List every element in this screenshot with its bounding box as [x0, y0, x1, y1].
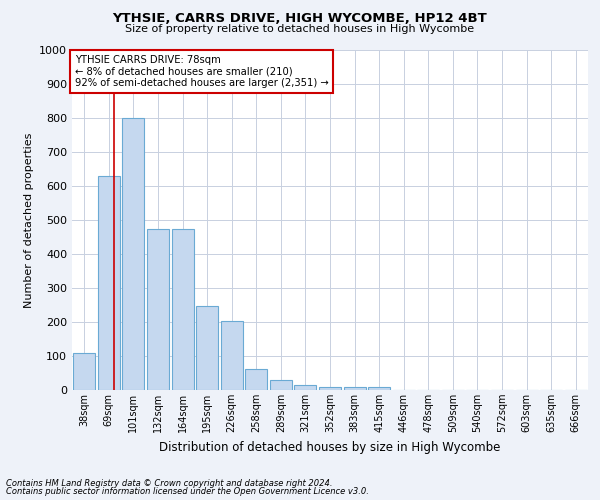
Bar: [172, 228, 194, 390]
Bar: [147, 228, 169, 390]
Text: Size of property relative to detached houses in High Wycombe: Size of property relative to detached ho…: [125, 24, 475, 34]
Bar: [368, 386, 390, 390]
Y-axis label: Number of detached properties: Number of detached properties: [23, 132, 34, 308]
Bar: [295, 385, 316, 390]
Bar: [122, 118, 145, 390]
Bar: [196, 306, 218, 390]
Text: Contains public sector information licensed under the Open Government Licence v3: Contains public sector information licen…: [6, 487, 369, 496]
Bar: [221, 321, 243, 390]
Bar: [319, 386, 341, 390]
Text: YTHSIE CARRS DRIVE: 78sqm
← 8% of detached houses are smaller (210)
92% of semi-: YTHSIE CARRS DRIVE: 78sqm ← 8% of detach…: [74, 55, 328, 88]
Text: Contains HM Land Registry data © Crown copyright and database right 2024.: Contains HM Land Registry data © Crown c…: [6, 478, 332, 488]
Bar: [98, 176, 120, 390]
Text: YTHSIE, CARRS DRIVE, HIGH WYCOMBE, HP12 4BT: YTHSIE, CARRS DRIVE, HIGH WYCOMBE, HP12 …: [113, 12, 487, 26]
Bar: [73, 352, 95, 390]
X-axis label: Distribution of detached houses by size in High Wycombe: Distribution of detached houses by size …: [160, 440, 500, 454]
Bar: [344, 386, 365, 390]
Bar: [270, 380, 292, 390]
Bar: [245, 369, 268, 390]
